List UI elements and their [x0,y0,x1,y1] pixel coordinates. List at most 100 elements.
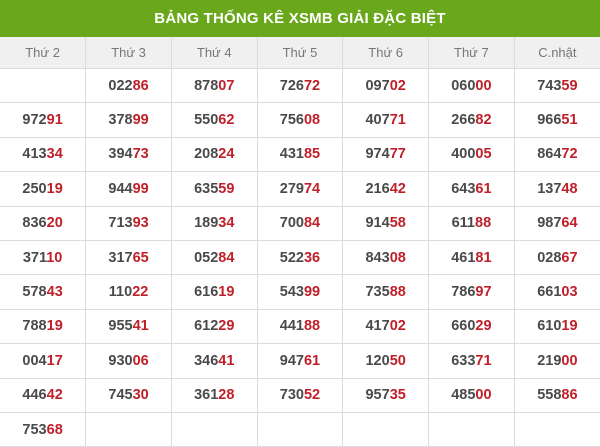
number-prefix: 930 [108,352,133,369]
result-cell: 31765 [85,240,172,276]
number-prefix: 004 [22,352,47,369]
result-cell: 27974 [257,171,344,207]
result-cell: 91458 [342,206,430,241]
number-prefix: 947 [279,352,304,369]
number-last-two-digits: 88 [303,318,321,335]
number-last-two-digits: 19 [561,318,578,335]
number-last-two-digits: 84 [303,215,321,232]
number-last-two-digits: 84 [218,249,235,266]
number-last-two-digits: 19 [218,284,235,301]
number-last-two-digits: 88 [475,215,492,232]
number-last-two-digits: 73 [132,146,149,163]
number-prefix: 060 [451,77,476,94]
result-cell: 39473 [85,137,172,173]
number-last-two-digits: 86 [132,77,149,94]
number-last-two-digits: 22 [132,284,149,301]
number-prefix: 633 [451,352,476,369]
result-cell [85,412,172,447]
column-header: Thứ 4 [171,37,258,69]
number-last-two-digits: 71 [389,112,406,129]
number-last-two-digits: 86 [561,387,578,404]
result-cell: 05284 [171,240,258,276]
number-last-two-digits: 00 [561,352,578,369]
result-cell: 26682 [428,102,515,138]
number-prefix: 250 [22,180,47,197]
number-last-two-digits: 81 [475,249,492,266]
number-prefix: 713 [108,215,133,232]
result-cell: 02286 [85,68,172,104]
number-prefix: 700 [279,215,304,232]
number-prefix: 441 [279,318,304,335]
result-cell: 94761 [257,343,344,379]
number-last-two-digits: 34 [218,215,235,232]
table-row: 00417 93006 34641 94761 12050 63371 21900 [0,343,600,379]
number-prefix: 371 [22,249,47,266]
number-prefix: 485 [451,387,476,404]
column-header: C.nhật [514,37,600,69]
result-cell: 78819 [0,309,87,345]
number-last-two-digits: 72 [561,146,578,163]
number-last-two-digits: 34 [46,146,63,163]
number-prefix: 407 [365,112,390,129]
result-cell: 87807 [171,68,258,104]
result-cell: 73588 [342,274,430,310]
number-prefix: 730 [279,387,304,404]
number-last-two-digits: 52 [303,387,321,404]
number-last-two-digits: 19 [46,318,63,335]
number-prefix: 361 [194,387,219,404]
number-prefix: 660 [451,318,476,335]
number-prefix: 189 [194,215,219,232]
number-last-two-digits: 99 [132,112,149,129]
result-cell: 06000 [428,68,515,104]
special-prize-table: Thứ 2 Thứ 3 Thứ 4 Thứ 5 Thứ 6 Thứ 7 C.nhật 022… [0,37,600,447]
result-cell: 96651 [514,102,600,138]
number-last-two-digits: 91 [46,112,63,129]
number-prefix: 743 [537,77,562,94]
number-last-two-digits: 10 [46,249,63,266]
table-row: 75368 [0,412,600,447]
number-last-two-digits: 41 [218,352,235,369]
number-last-two-digits: 29 [218,318,235,335]
result-cell: 95541 [85,309,172,345]
number-prefix: 216 [365,180,390,197]
number-prefix: 208 [194,146,219,163]
number-prefix: 446 [22,387,47,404]
result-cell: 48500 [428,378,515,413]
result-cell: 93006 [85,343,172,379]
result-cell: 86472 [514,137,600,173]
number-prefix: 097 [365,77,390,94]
number-last-two-digits: 00 [475,77,492,94]
result-cell: 09702 [342,68,430,104]
result-cell: 84308 [342,240,430,276]
number-prefix: 966 [537,112,562,129]
number-prefix: 578 [22,284,47,301]
result-cell: 70084 [257,206,344,241]
result-cell: 36128 [171,378,258,413]
number-last-two-digits: 61 [303,352,321,369]
number-last-two-digits: 30 [132,387,149,404]
number-last-two-digits: 08 [389,249,406,266]
result-cell: 61188 [428,206,515,241]
number-last-two-digits: 03 [561,284,578,301]
result-cell: 41702 [342,309,430,345]
table-row: 97291 37899 55062 75608 40771 26682 96651 [0,102,600,138]
result-cell: 61229 [171,309,258,345]
number-last-two-digits: 48 [561,180,578,197]
number-prefix: 413 [22,146,47,163]
header-row: Thứ 2 Thứ 3 Thứ 4 Thứ 5 Thứ 6 Thứ 7 C.nhật [0,37,600,69]
result-cell: 21900 [514,343,600,379]
number-last-two-digits: 36 [303,249,321,266]
result-cell: 41334 [0,137,87,173]
number-prefix: 417 [365,318,390,335]
number-last-two-digits: 28 [218,387,235,404]
number-prefix: 914 [365,215,390,232]
number-last-two-digits: 82 [475,112,492,129]
result-cell: 55886 [514,378,600,413]
result-cell: 97291 [0,102,87,138]
result-cell: 75368 [0,412,87,447]
result-cell: 75608 [257,102,344,138]
result-cell: 21642 [342,171,430,207]
number-prefix: 987 [537,215,562,232]
number-last-two-digits: 64 [561,215,578,232]
number-prefix: 612 [194,318,219,335]
